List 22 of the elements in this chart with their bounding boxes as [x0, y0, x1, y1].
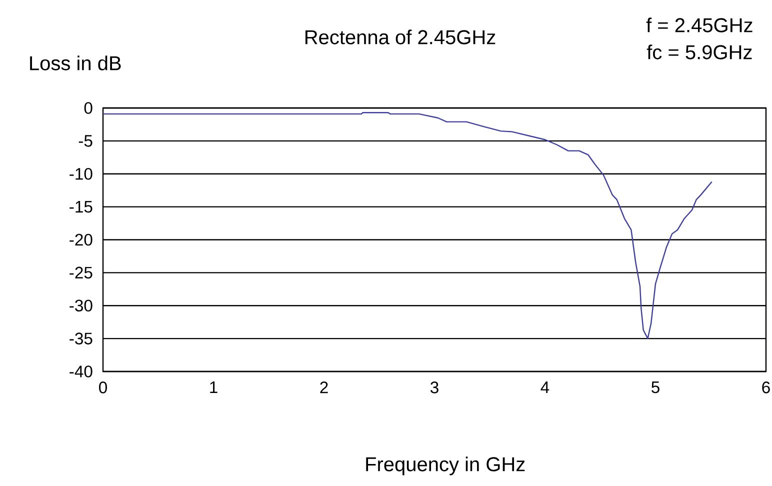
y-tick-label: -15	[70, 200, 92, 213]
line-series	[102, 112, 712, 340]
y-tick-label: -20	[70, 234, 92, 246]
x-tick-label: 5	[652, 382, 660, 394]
y-tick-label: -25	[70, 266, 92, 279]
y-tick-label: -40	[70, 366, 92, 378]
x-axis-title: Frequency in GHz	[366, 456, 525, 476]
chart-title: Rectenna of 2.45GHz	[305, 30, 496, 44]
x-tick-label: 3	[430, 382, 438, 394]
x-tick-label: 2	[320, 382, 328, 394]
y-tick-label: -10	[70, 168, 92, 180]
x-tick-label: 4	[540, 382, 550, 393]
text: fc = 5.9GHz	[646, 44, 752, 60]
y-tick-label: -30	[70, 300, 92, 312]
y-tick-label: -5	[78, 135, 92, 147]
x-tick-label: 0	[99, 382, 107, 394]
y-tick-label: -35	[70, 332, 92, 344]
y-tick-label: 0	[84, 102, 92, 114]
x-tick-label: 6	[762, 382, 770, 394]
text: f = 2.45GHz	[646, 18, 752, 32]
y-axis-title: Loss in dB	[30, 56, 121, 70]
x-tick-label: 1	[210, 382, 218, 393]
